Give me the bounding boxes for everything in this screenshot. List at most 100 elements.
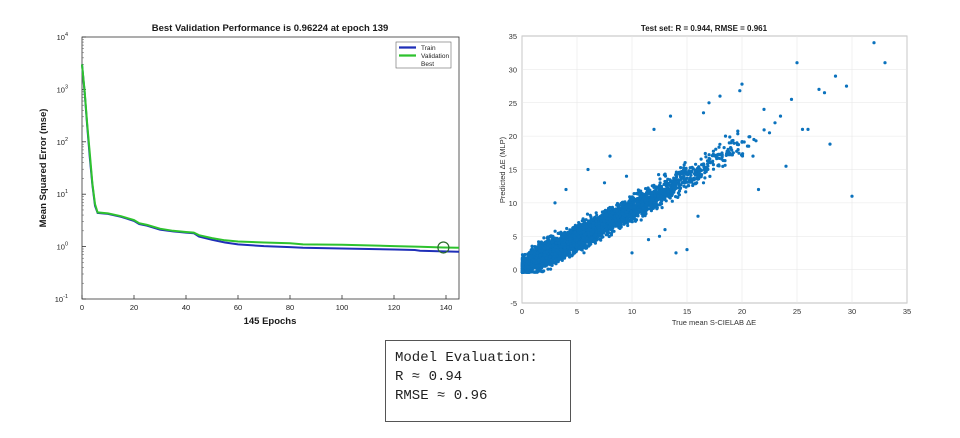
scatter-point [585,239,589,243]
scatter-point [649,200,653,204]
legend-best-label: Best [421,61,434,68]
performance-y-tick-label: 100 [57,242,68,252]
scatter-point [562,232,566,236]
scatter-point [632,192,636,196]
scatter-point [585,244,589,248]
scatter-point [572,242,576,247]
scatter-point [729,153,733,157]
scatter-point [585,225,589,229]
scatter-point [626,223,630,228]
scatter-point [844,84,849,88]
scatter-point [668,178,672,182]
scatter-point [653,193,657,197]
scatter-point [645,194,649,198]
scatter-point [736,132,740,136]
scatter-point [728,135,732,139]
scatter-point [828,142,832,146]
scatter-point [596,235,600,239]
performance-x-axis-label: 145 Epochs [244,316,297,327]
scatter-point [650,191,654,195]
scatter-point [528,256,532,260]
scatter-point [615,203,619,207]
scatter-point [621,208,625,212]
scatter-point [545,236,549,240]
performance-legend: Train Validation Best [395,41,452,69]
scatter-point [602,219,606,223]
performance-y-axis-label: Mean Squared Error (mse) [38,109,49,228]
scatter-point [551,243,555,248]
scatter-point [737,151,741,155]
scatter-point [563,251,567,256]
scatter-point [689,170,694,174]
scatter-point [731,151,735,155]
scatter-point [662,173,666,177]
scatter-point [590,236,594,240]
scatter-point [691,183,695,188]
scatter-point [706,167,710,171]
scatter-point [708,157,712,161]
scatter-point [656,194,660,198]
scatter-point [659,201,663,205]
scatter-point [634,192,638,196]
scatter-point [724,153,728,157]
scatter-point [678,186,683,190]
scatter-point [593,241,597,245]
scatter-point [620,200,624,204]
scatter-point [789,97,794,101]
scatter-point [577,231,581,235]
scatter-point [597,216,601,220]
scatter-point [822,91,827,95]
scatter-point [698,167,702,171]
scatter-point [668,183,672,187]
scatter-point [655,198,659,202]
scatter-point [535,251,539,255]
scatter-point [762,128,766,132]
scatter-point [544,256,548,260]
scatter-point [784,164,788,168]
scatter-point [610,229,614,233]
scatter-point [520,260,525,265]
scatter-point [594,211,598,215]
performance-plot-area [81,36,460,300]
scatter-point [722,146,726,150]
scatter-point [684,190,688,194]
scatter-point [632,215,636,219]
scatter-point [605,213,609,217]
scatter-point [549,258,553,262]
performance-x-tick-label: 80 [286,303,294,312]
scatter-point [699,157,703,161]
scatter-point [577,235,581,239]
scatter-point [605,217,609,221]
scatter-point [660,206,664,210]
scatter-point [629,210,633,214]
scatter-point [650,184,654,188]
scatter-point [572,248,576,252]
scatter-point [627,218,631,222]
scatter-point [723,163,727,167]
scatter-point [642,211,646,215]
scatter-point [677,180,681,184]
scatter-point [546,267,550,271]
scatter-point [597,224,601,228]
scatter-point [533,250,537,254]
scatter-point [643,198,647,202]
scatter-point [529,251,534,255]
scatter-point [521,258,525,262]
scatter-point [645,201,649,206]
scatter-point [589,232,593,236]
scatter-point [552,247,556,251]
scatter-point [542,246,546,250]
scatter-point [573,238,577,242]
scatter-point [725,149,729,153]
scatter-point [563,246,567,250]
scatter-point [620,212,625,216]
scatter-point [700,163,704,167]
scatter-point [606,233,610,237]
scatter-point [636,214,640,218]
scatter-point [703,151,707,156]
scatter-point [597,228,601,232]
scatter-point [573,236,577,240]
scatter-point [628,195,632,199]
scatter-point [682,163,686,167]
scatter-point [670,199,674,203]
